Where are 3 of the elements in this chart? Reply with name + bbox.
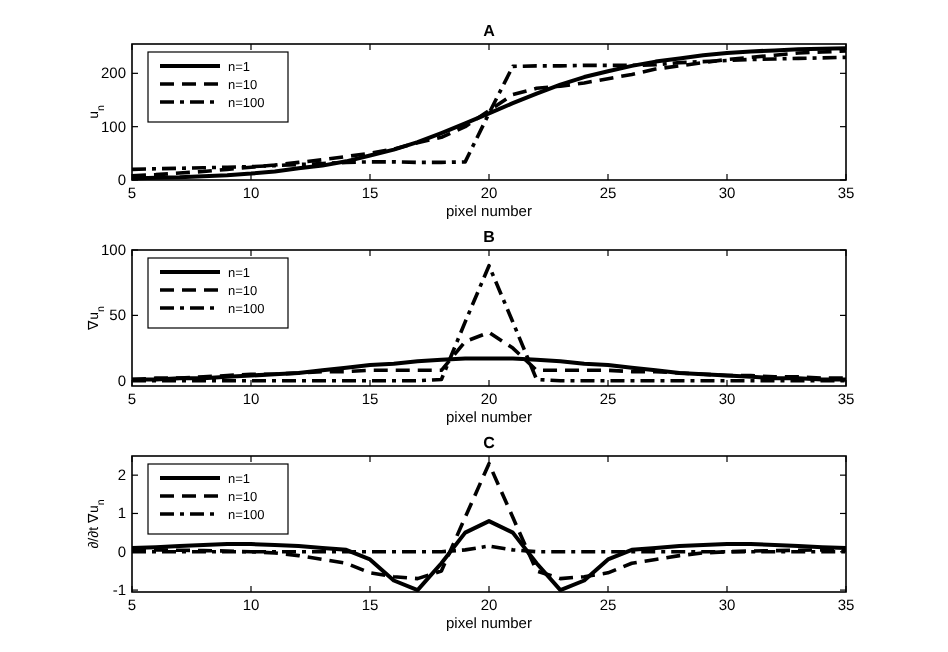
chart-title: B <box>483 228 496 246</box>
chart-title: C <box>483 434 496 452</box>
chart-title: A <box>483 22 496 40</box>
